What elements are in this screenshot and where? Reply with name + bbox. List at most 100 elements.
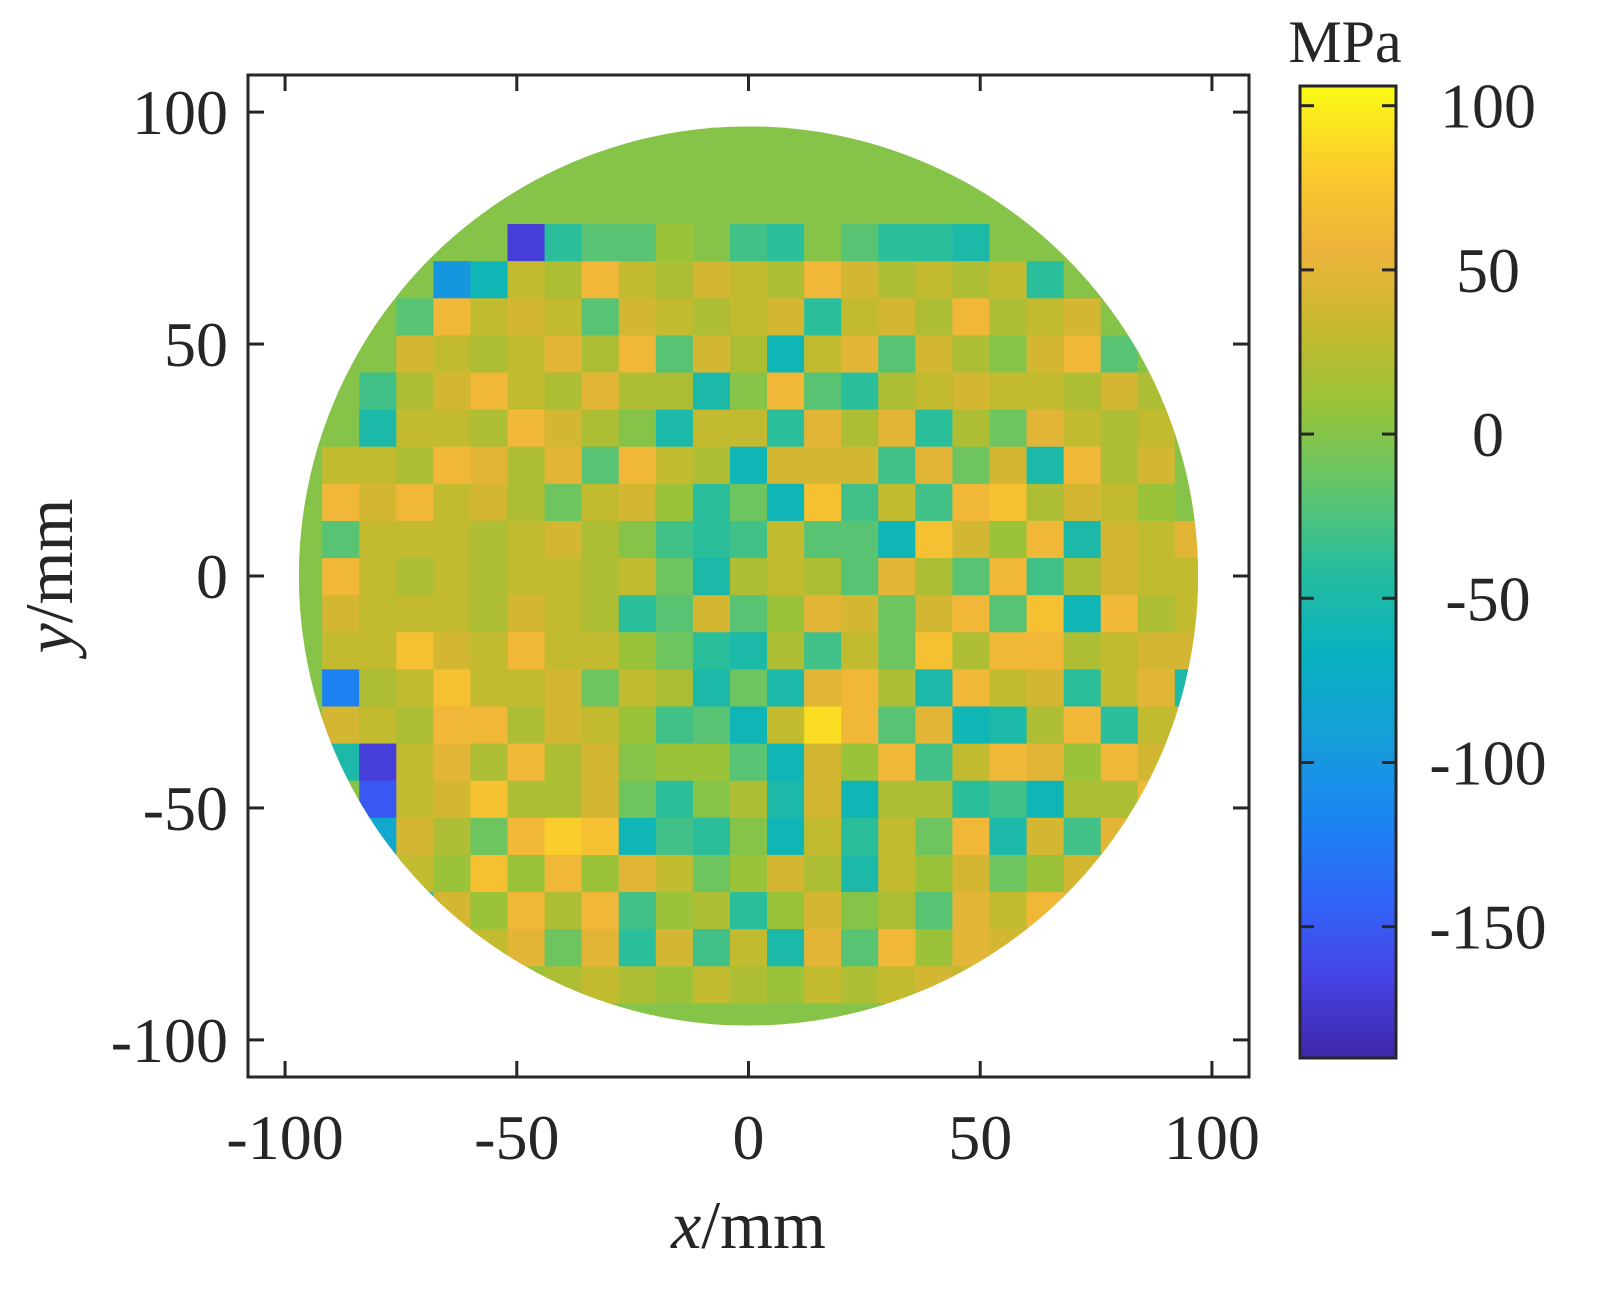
heatmap-cell xyxy=(396,1002,434,1026)
heatmap-cell xyxy=(359,297,397,336)
heatmap-cell xyxy=(322,891,360,930)
heatmap-cell xyxy=(729,223,768,262)
heatmap-cell xyxy=(1100,334,1139,373)
heatmap-cell xyxy=(1212,595,1250,633)
heatmap-cell xyxy=(989,126,1028,150)
heatmap-cell xyxy=(767,260,805,299)
heatmap-cell xyxy=(915,854,953,893)
heatmap-cell xyxy=(841,557,879,596)
heatmap-cell xyxy=(544,126,583,150)
heatmap-cell xyxy=(581,965,620,1004)
heatmap-cell xyxy=(581,780,620,818)
heatmap-cell xyxy=(581,668,620,707)
heatmap-cell xyxy=(952,891,991,930)
heatmap-cell xyxy=(692,743,731,781)
heatmap-cell xyxy=(729,965,768,1004)
heatmap-cell xyxy=(298,126,323,150)
heatmap-cell xyxy=(322,371,360,410)
heatmap-cell xyxy=(396,446,434,484)
heatmap-cell xyxy=(507,223,546,262)
heatmap-cell xyxy=(507,705,546,744)
heatmap-cell xyxy=(507,1002,546,1026)
heatmap-cell xyxy=(359,75,397,113)
heatmap-cell xyxy=(322,817,360,855)
heatmap-cell xyxy=(618,705,657,744)
heatmap-cell xyxy=(729,1002,768,1026)
heatmap-cell xyxy=(729,409,768,447)
heatmap-cell xyxy=(1100,371,1139,410)
heatmap-cell xyxy=(729,594,768,633)
heatmap-cell xyxy=(692,780,731,818)
heatmap-cell xyxy=(359,149,397,187)
heatmap-cell xyxy=(915,631,953,670)
heatmap-cell xyxy=(470,817,509,855)
heatmap-cell xyxy=(581,520,620,559)
heatmap-cell xyxy=(359,817,397,855)
heatmap-cell xyxy=(655,631,694,670)
heatmap-cell xyxy=(729,260,768,299)
heatmap-cell xyxy=(322,557,360,596)
heatmap-cell xyxy=(618,1002,657,1026)
heatmap-cell xyxy=(581,743,620,781)
heatmap-cell xyxy=(396,75,434,113)
heatmap-cell xyxy=(1063,631,1102,670)
heatmap-cell xyxy=(1174,446,1199,484)
heatmap-cell xyxy=(545,75,583,113)
heatmap-cell xyxy=(359,260,397,299)
heatmap-cell xyxy=(544,149,583,187)
heatmap-cell xyxy=(989,705,1028,744)
heatmap-cell xyxy=(989,149,1028,187)
heatmap-cell xyxy=(804,928,842,967)
heatmap-cell xyxy=(298,854,323,893)
heatmap-cell xyxy=(359,557,397,596)
heatmap-cell xyxy=(1212,891,1250,929)
heatmap-cell xyxy=(322,186,360,225)
colorbar-ticks: 100 50 0 -50 -100 -150 xyxy=(1300,71,1547,963)
heatmap-cell xyxy=(1100,186,1139,225)
heatmap-cell xyxy=(396,334,434,373)
heatmap-cell xyxy=(1026,483,1065,521)
heatmap-cell xyxy=(729,334,768,373)
y-tick-label: -50 xyxy=(143,773,228,844)
heatmap-cell xyxy=(767,520,805,559)
heatmap-cell xyxy=(544,557,583,596)
heatmap-cell xyxy=(989,297,1028,336)
heatmap-cell xyxy=(989,817,1028,855)
heatmap-cell xyxy=(989,965,1028,1004)
heatmap-cell xyxy=(1174,334,1199,373)
heatmap-cell xyxy=(1174,520,1199,559)
heatmap-cell xyxy=(1100,631,1139,670)
heatmap-cell xyxy=(767,186,805,225)
heatmap-cell xyxy=(1137,334,1176,373)
heatmap-cell xyxy=(1137,520,1176,559)
heatmap-cell xyxy=(729,186,768,225)
heatmap-cell xyxy=(1137,965,1176,1004)
heatmap-cell xyxy=(841,483,879,521)
heatmap-cell xyxy=(508,75,546,113)
heatmap-cell xyxy=(322,409,360,447)
heatmap-cell xyxy=(692,594,731,633)
heatmap-cell xyxy=(298,483,323,521)
heatmap-cell xyxy=(544,854,583,893)
heatmap-cell xyxy=(841,1002,879,1026)
heatmap-cell xyxy=(298,668,323,707)
heatmap-cell xyxy=(655,928,694,967)
heatmap-cell xyxy=(1137,668,1176,707)
heatmap-cell xyxy=(655,371,694,410)
heatmap-cell xyxy=(915,126,953,150)
heatmap-cell xyxy=(1174,260,1199,299)
heatmap-cell xyxy=(507,928,546,967)
heatmap-cell xyxy=(729,631,768,670)
heatmap-cell xyxy=(1026,260,1065,299)
heatmap-cell xyxy=(767,631,805,670)
heatmap-cell xyxy=(396,149,434,187)
heatmap-cell xyxy=(1100,891,1139,930)
heatmap-cell xyxy=(767,1002,805,1026)
heatmap-cell xyxy=(1212,112,1250,150)
heatmap-cell xyxy=(618,743,657,781)
heatmap-cell xyxy=(470,928,509,967)
heatmap-cell xyxy=(618,149,657,187)
heatmap-cell xyxy=(878,928,916,967)
heatmap-cell xyxy=(952,75,990,113)
heatmap-cell xyxy=(359,334,397,373)
